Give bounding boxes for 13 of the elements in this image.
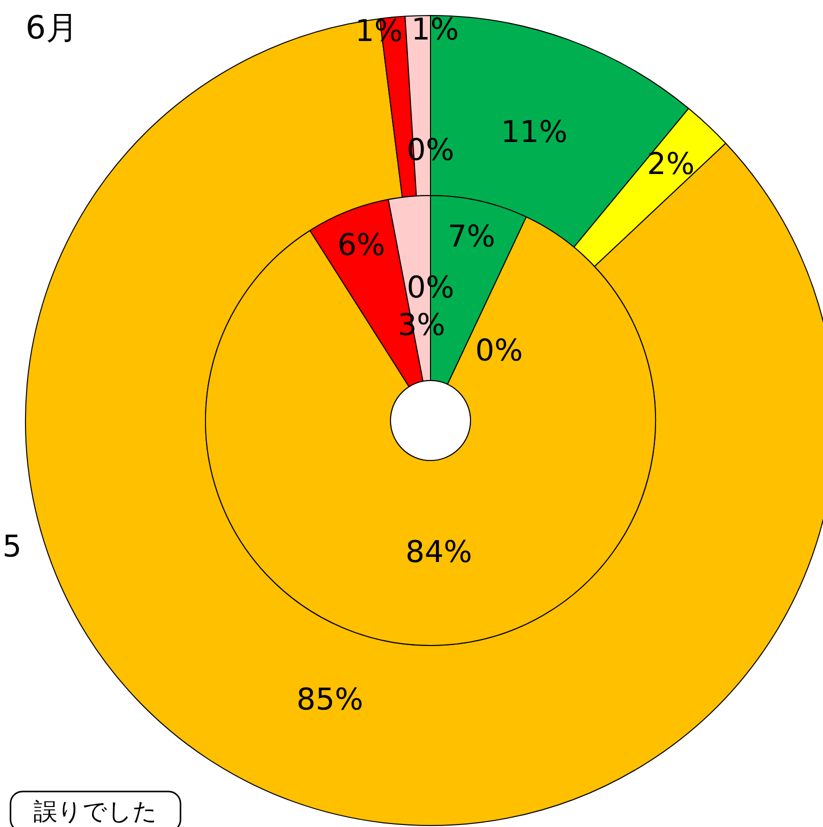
- data-label: 3%: [398, 308, 446, 343]
- data-label: 84%: [405, 535, 472, 570]
- text: 誤りでした: [34, 798, 158, 826]
- data-label: 2%: [646, 147, 695, 182]
- data-label: 6%: [337, 228, 386, 264]
- data-label: 7%: [448, 220, 496, 255]
- text: 0%: [475, 333, 523, 368]
- text: 0%: [406, 270, 454, 306]
- text: 5: [2, 530, 22, 564]
- data-label: 11%: [500, 115, 568, 150]
- data-label: 85%: [296, 682, 364, 718]
- text: 0%: [406, 133, 454, 168]
- chart-title: 6月: [26, 8, 78, 46]
